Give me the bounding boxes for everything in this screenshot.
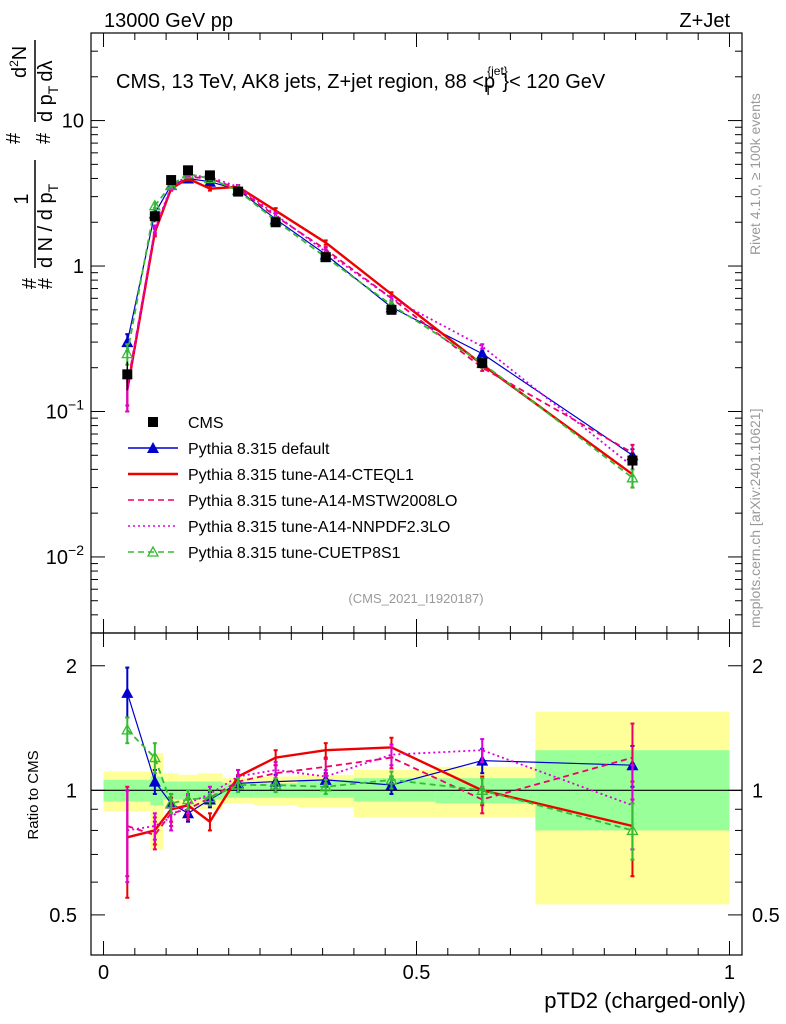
ratio-cuetp8s1-point: [203, 791, 217, 803]
ratio-panel: 0 0.5 1 0.5 0.5 1 1 2 2: [49, 632, 780, 984]
rivet-label: Rivet 4.1.0, ≥ 100k events: [747, 93, 763, 255]
ratio-cuetp8s1-point: [165, 797, 178, 809]
legend-label-data: CMS: [188, 415, 224, 432]
main-y-tick-label: 10−1: [46, 396, 84, 423]
ratio-cuetp8s1-point: [181, 793, 195, 805]
tick-base: 10: [46, 547, 68, 569]
tick-base: 10: [62, 111, 84, 133]
mcplots-label: mcplots.cern.ch [arXiv:2401.10621]: [747, 409, 763, 628]
legend-label-cteql1: Pythia 8.315 tune-A14-CTEQL1: [188, 467, 414, 484]
ylabel-numer-2: d2N: [7, 46, 31, 78]
main-default-line: [126, 177, 633, 456]
legend-marker-default: [147, 442, 159, 453]
title-part-sub: T: [484, 82, 493, 98]
x-tick-label: 0: [98, 962, 109, 984]
main-ylabel: 1 d N / d pT # d2N d pTdλ # # #: [3, 40, 61, 289]
tick-exponent: −2: [68, 542, 84, 558]
ratio-nnpdf-line: [127, 749, 633, 832]
legend-label-mstw: Pythia 8.315 tune-A14-MSTW2008LO: [188, 493, 457, 510]
ratio-y-tick-label: 1: [66, 780, 77, 802]
title-part-a: CMS, 13 TeV, AK8 jets, Z+jet region, 88 …: [116, 71, 495, 93]
ratio-cuetp8s1-point: [319, 780, 332, 792]
ylabel-hash-3: #: [33, 132, 55, 144]
ylabel-numer-2b: 2: [7, 60, 21, 67]
main-cuetp8s1-point: [148, 199, 161, 211]
ratio-y-tick-label: 2: [66, 656, 77, 678]
ratio-y-tick-label: 0.5: [49, 905, 77, 927]
main-data-point: [204, 170, 215, 181]
chart-title: CMS, 13 TeV, AK8 jets, Z+jet region, 88 …: [116, 64, 606, 98]
main-data-point: [122, 369, 133, 380]
ratio-cuetp8s1-point: [476, 783, 489, 795]
tick-exponent: −1: [68, 396, 84, 412]
ylabel-numer-2a: d: [9, 67, 31, 78]
legend: CMS Pythia 8.315 default Pythia 8.315 tune…: [128, 415, 457, 562]
main-default-point: [203, 175, 216, 187]
title-part-sup: {jet}: [487, 64, 508, 78]
main-cuetp8s1-line: [126, 172, 634, 479]
legend-marker-data: [148, 417, 158, 427]
main-data-point: [627, 455, 638, 466]
main-cuetp8s1-point: [626, 471, 639, 483]
ylabel-hash-4: #: [35, 277, 57, 289]
ylabel-numer-2c: N: [9, 46, 31, 60]
x-tick-label: 1: [724, 962, 735, 984]
tick-base: 1: [73, 256, 84, 278]
header-left: 13000 GeV pp: [104, 10, 233, 32]
ratio-y-tick-label-right: 0.5: [752, 905, 780, 927]
ylabel-denom-1: d N / d pT: [35, 183, 61, 268]
x-axis-label: pTD2 (charged-only): [544, 988, 746, 1013]
ratio-cuetp8s1-point: [148, 751, 161, 763]
main-data-point: [149, 211, 160, 222]
main-frame: [90, 32, 743, 634]
ylabel-denom-1b: T: [45, 183, 61, 192]
main-y-tick-label: 10−2: [46, 542, 84, 569]
main-data-point: [183, 165, 194, 176]
main-data-point: [386, 304, 397, 315]
ratio-y-tick-label-right: 1: [752, 780, 763, 802]
ratio-ylabel: Ratio to CMS: [25, 750, 42, 839]
ylabel-hash-2: #: [3, 132, 25, 144]
ylabel-hash-1: #: [19, 277, 41, 289]
ratio-cuetp8s1-point: [626, 824, 639, 836]
main-y-tick-label: 10: [62, 111, 84, 133]
x-tick-label: 0.5: [403, 962, 431, 984]
ratio-default-point: [121, 686, 134, 698]
tick-base: 10: [46, 401, 68, 423]
header-right: Z+Jet: [679, 10, 730, 32]
main-mstw-line: [126, 175, 633, 454]
ratio-cuetp8s1-line: [126, 729, 633, 832]
main-y-tick-label: 1: [73, 256, 84, 278]
analysis-id: (CMS_2021_I1920187): [348, 591, 483, 606]
main-cuetp8s1-point: [121, 347, 134, 359]
ratio-cuetp8s1-point: [269, 778, 282, 790]
ylabel-denom-2: d pTdλ: [35, 61, 61, 123]
ratio-cuetp8s1-point: [231, 778, 245, 790]
legend-marker-cuetp8s1: [146, 545, 160, 557]
title-part-b: }< 120 GeV: [502, 71, 606, 93]
main-data-point: [320, 252, 331, 263]
ylabel-numer-1: 1: [11, 193, 33, 204]
legend-label-cuetp8s1: Pythia 8.315 tune-CUETP8S1: [188, 545, 401, 562]
ratio-cuetp8s1-point: [121, 723, 134, 735]
main-data-point: [477, 358, 488, 369]
main-data-point: [233, 186, 244, 197]
ratio-y-tick-label-right: 2: [752, 656, 763, 678]
ratio-default-point: [148, 775, 161, 787]
main-data-point: [166, 175, 177, 186]
legend-label-nnpdf: Pythia 8.315 tune-A14-NNPDF2.3LO: [188, 519, 450, 536]
ylabel-denom-1a: d N / d p: [35, 192, 57, 268]
ylabel-denom-2c: dλ: [35, 61, 57, 82]
main-default-point: [476, 347, 489, 359]
ratio-cuetp8s1-point: [385, 773, 398, 785]
main-data-point: [270, 217, 281, 228]
main-default-point: [121, 336, 134, 348]
legend-label-default: Pythia 8.315 default: [188, 441, 330, 458]
ylabel-denom-2a: d p: [35, 94, 57, 122]
ylabel-denom-2b: T: [45, 85, 61, 94]
